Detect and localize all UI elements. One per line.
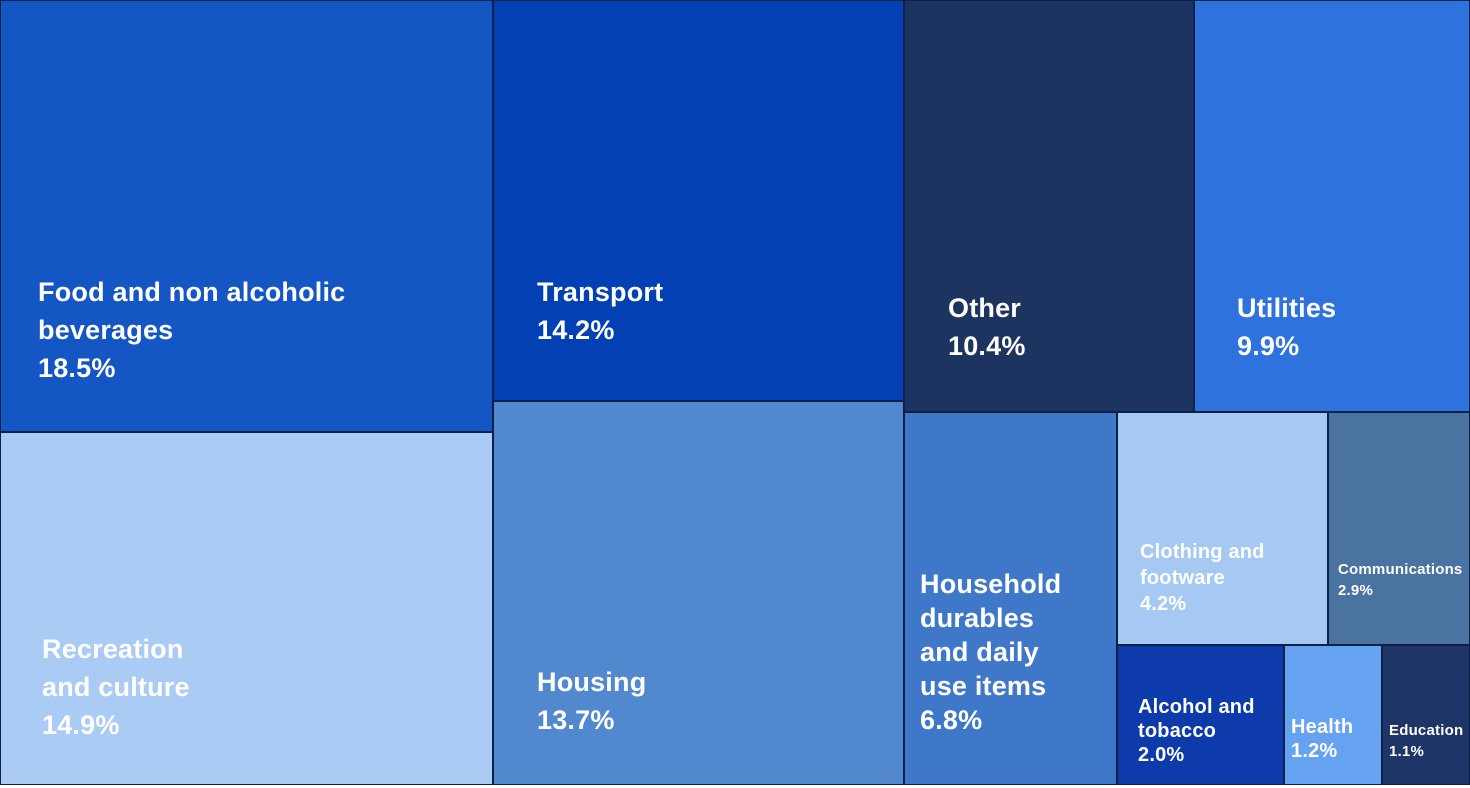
cell-category-name: Clothing and footware	[1140, 541, 1265, 589]
cell-label: Other 10.4%	[948, 289, 1189, 365]
treemap-cell-household-durables-and-daily-use-items[interactable]: Household durables and daily use items 6.…	[904, 412, 1117, 785]
cell-value: 14.9%	[42, 710, 120, 740]
cell-value: 4.2%	[1140, 593, 1187, 615]
cell-label: Food and non alcoholic beverages 18.5%	[38, 273, 488, 387]
cell-value: 10.4%	[948, 331, 1026, 361]
treemap-cell-utilities[interactable]: Utilities 9.9%	[1194, 0, 1470, 412]
cell-label: Transport 14.2%	[537, 273, 899, 349]
cell-value: 1.2%	[1291, 740, 1338, 762]
cell-label: Education 1.1%	[1389, 720, 1465, 762]
treemap-cell-communications[interactable]: Communications 2.9%	[1328, 412, 1470, 645]
treemap-cell-housing[interactable]: Housing 13.7%	[493, 401, 904, 785]
cell-label: Utilities 9.9%	[1237, 289, 1465, 365]
cell-label: Clothing and footware 4.2%	[1140, 539, 1323, 617]
cell-category-name: Alcohol and tobacco	[1138, 696, 1255, 742]
cell-label: Alcohol and tobacco 2.0%	[1138, 695, 1279, 767]
cell-value: 2.9%	[1338, 582, 1373, 599]
treemap-cell-alcohol-and-tobacco[interactable]: Alcohol and tobacco 2.0%	[1117, 645, 1284, 785]
cell-category-name: Education	[1389, 722, 1464, 739]
cell-category-name: Recreation and culture	[42, 634, 190, 702]
cell-category-name: Housing	[537, 667, 647, 697]
cell-category-name: Communications	[1338, 561, 1463, 578]
treemap-cell-education[interactable]: Education 1.1%	[1382, 645, 1470, 785]
treemap-cell-recreation-and-culture[interactable]: Recreation and culture 14.9%	[0, 432, 493, 785]
treemap-cell-other[interactable]: Other 10.4%	[904, 0, 1194, 412]
cell-value: 6.8%	[920, 705, 983, 735]
cell-category-name: Utilities	[1237, 293, 1337, 323]
treemap-cell-transport[interactable]: Transport 14.2%	[493, 0, 904, 401]
cell-category-name: Food and non alcoholic beverages	[38, 277, 346, 345]
cell-value: 2.0%	[1138, 744, 1185, 766]
cell-label: Recreation and culture 14.9%	[42, 630, 488, 744]
cell-value: 14.2%	[537, 315, 615, 345]
cell-label: Household durables and daily use items 6.…	[920, 567, 1112, 737]
cell-label: Housing 13.7%	[537, 663, 899, 739]
treemap-cell-food-and-non-alcoholic-beverages[interactable]: Food and non alcoholic beverages 18.5%	[0, 0, 493, 432]
cell-category-name: Transport	[537, 277, 664, 307]
cell-value: 1.1%	[1389, 743, 1424, 760]
cell-label: Communications 2.9%	[1338, 559, 1465, 601]
cell-label: Health 1.2%	[1291, 715, 1377, 763]
cell-value: 13.7%	[537, 705, 615, 735]
cell-category-name: Other	[948, 293, 1022, 323]
treemap-cell-clothing-and-footware[interactable]: Clothing and footware 4.2%	[1117, 412, 1328, 645]
cell-category-name: Health	[1291, 716, 1354, 738]
cell-value: 9.9%	[1237, 331, 1300, 361]
treemap-cell-health[interactable]: Health 1.2%	[1284, 645, 1382, 785]
cell-category-name: Household durables and daily use items	[920, 569, 1062, 701]
cell-value: 18.5%	[38, 353, 116, 383]
